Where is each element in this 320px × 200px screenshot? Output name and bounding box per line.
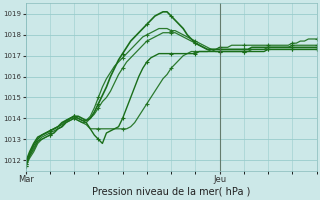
X-axis label: Pression niveau de la mer( hPa ): Pression niveau de la mer( hPa ) — [92, 187, 250, 197]
